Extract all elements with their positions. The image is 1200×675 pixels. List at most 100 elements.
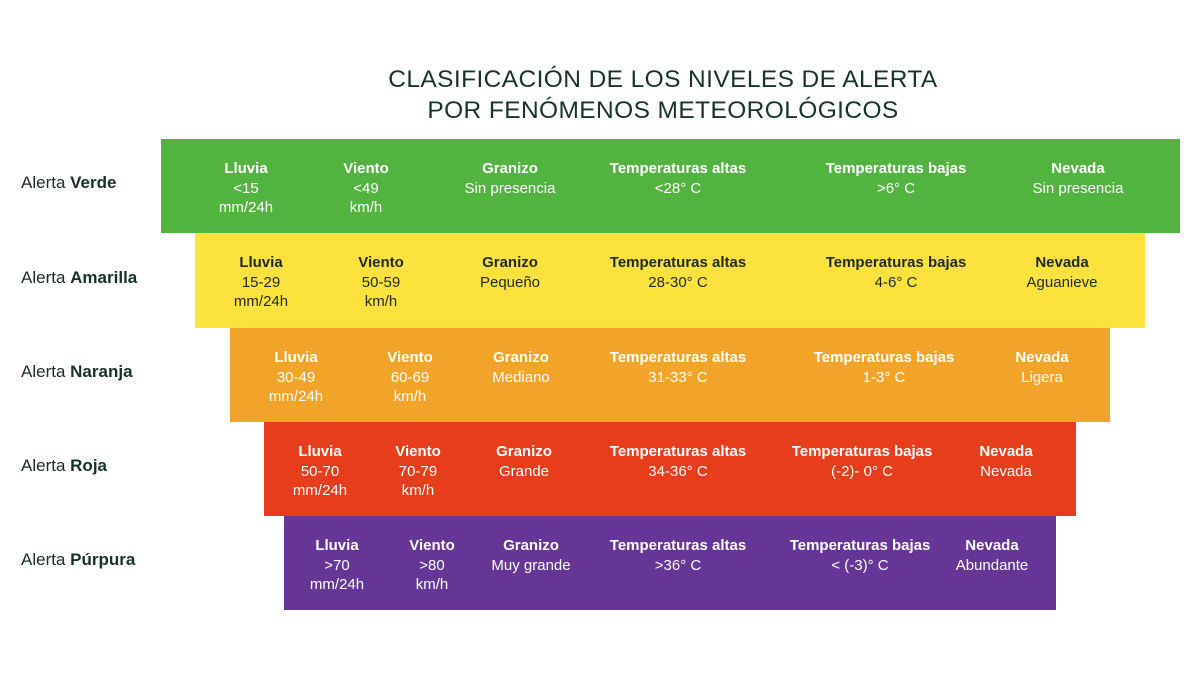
cell-value: >6° C <box>876 179 916 197</box>
cell-heading: Lluvia <box>315 537 359 554</box>
cell-heading: Viento <box>387 349 433 366</box>
granizo-cell: Granizo Sin presencia <box>465 159 556 198</box>
viento-cell: Viento 60-69 km/h <box>387 348 433 407</box>
cell-value: 70-79 <box>398 462 438 480</box>
temp-bajas-cell: Temperaturas bajas < (-3)° C <box>790 536 931 575</box>
cell-heading: Temperaturas altas <box>609 443 747 460</box>
alert-prefix: Alerta <box>21 456 66 475</box>
cell-heading: Nevada <box>1051 160 1105 177</box>
alert-prefix: Alerta <box>21 268 66 287</box>
cell-heading: Granizo <box>482 254 538 271</box>
temp-bajas-cell: Temperaturas bajas 1-3° C <box>814 348 955 387</box>
temp-altas-cell: Temperaturas altas 31-33° C <box>610 348 746 387</box>
lluvia-cell: Lluvia 15-29 mm/24h <box>234 253 288 312</box>
alert-level-name: Naranja <box>70 362 133 381</box>
alert-prefix: Alerta <box>21 550 66 569</box>
cell-value: <28° C <box>654 179 702 197</box>
cell-heading: Temperaturas altas <box>609 349 747 366</box>
granizo-cell: Granizo Grande <box>496 442 552 481</box>
cell-value: <15 <box>233 179 259 197</box>
cell-value: Muy grande <box>491 556 571 574</box>
alert-level-name: Púrpura <box>70 550 136 569</box>
title-line-2: POR FENÓMENOS METEOROLÓGICOS <box>427 97 899 124</box>
cell-value: 34-36° C <box>648 462 708 480</box>
cell-value: >80 <box>419 556 445 574</box>
cell-heading: Temperaturas altas <box>609 537 747 554</box>
cell-value: Grande <box>498 462 550 480</box>
cell-heading: Nevada <box>965 537 1019 554</box>
cell-value: 15-29 <box>241 273 281 291</box>
cell-heading: Nevada <box>1015 349 1069 366</box>
cell-value: Abundante <box>955 556 1029 574</box>
alert-level-name: Roja <box>70 456 107 475</box>
lluvia-cell: Lluvia <15 mm/24h <box>219 159 273 218</box>
cell-value: 50-70 <box>300 462 340 480</box>
cell-heading: Temperaturas altas <box>609 254 747 271</box>
lluvia-cell: Lluvia 50-70 mm/24h <box>293 442 347 501</box>
temp-bajas-cell: Temperaturas bajas >6° C <box>826 159 967 198</box>
viento-cell: Viento 50-59 km/h <box>358 253 404 312</box>
cell-value: mm/24h <box>218 199 274 216</box>
temp-altas-cell: Temperaturas altas <28° C <box>610 159 746 198</box>
cell-heading: Viento <box>395 443 441 460</box>
alert-band: Lluvia >70 mm/24h Viento >80 km/h Granizo Muy g… <box>284 516 1056 610</box>
cell-value: Sin presencia <box>1032 179 1124 197</box>
granizo-cell: Granizo Pequeño <box>480 253 540 292</box>
cell-value: km/h <box>393 388 427 405</box>
alert-level-name: Verde <box>70 173 117 192</box>
cell-value: 31-33° C <box>648 368 708 386</box>
cell-value: mm/24h <box>268 388 324 405</box>
cell-heading: Lluvia <box>274 349 318 366</box>
temp-altas-cell: Temperaturas altas 34-36° C <box>610 442 746 481</box>
alert-band: Lluvia 15-29 mm/24h Viento 50-59 km/h Granizo P… <box>195 233 1145 328</box>
temp-bajas-cell: Temperaturas bajas (-2)- 0° C <box>792 442 933 481</box>
cell-heading: Nevada <box>979 443 1033 460</box>
cell-heading: Temperaturas bajas <box>813 349 955 366</box>
alert-prefix: Alerta <box>21 362 66 381</box>
cell-heading: Granizo <box>503 537 559 554</box>
cell-value: Mediano <box>492 368 550 386</box>
granizo-cell: Granizo Mediano <box>492 348 550 387</box>
cell-heading: Temperaturas bajas <box>789 537 931 554</box>
lluvia-cell: Lluvia >70 mm/24h <box>310 536 364 595</box>
cell-heading: Lluvia <box>224 160 268 177</box>
cell-heading: Granizo <box>482 160 538 177</box>
cell-heading: Lluvia <box>298 443 342 460</box>
cell-heading: Granizo <box>496 443 552 460</box>
page-title: CLASIFICACIÓN DE LOS NIVELES DE ALERTA P… <box>0 64 1200 126</box>
alert-level-label: Alerta Verde <box>21 173 116 193</box>
cell-value: km/h <box>415 576 449 593</box>
alert-band: Lluvia 50-70 mm/24h Viento 70-79 km/h Granizo G… <box>264 422 1076 516</box>
nevada-cell: Nevada Aguanieve <box>1027 253 1098 292</box>
cell-value: mm/24h <box>309 576 365 593</box>
cell-value: 4-6° C <box>874 273 918 291</box>
viento-cell: Viento 70-79 km/h <box>395 442 441 501</box>
title-line-1: CLASIFICACIÓN DE LOS NIVELES DE ALERTA <box>388 66 938 93</box>
cell-heading: Viento <box>343 160 389 177</box>
cell-heading: Viento <box>358 254 404 271</box>
viento-cell: Viento >80 km/h <box>409 536 455 595</box>
cell-value: Nevada <box>980 462 1032 480</box>
cell-value: 30-49 <box>276 368 316 386</box>
cell-value: < (-3)° C <box>831 556 889 574</box>
cell-heading: Temperaturas altas <box>609 160 747 177</box>
cell-heading: Temperaturas bajas <box>791 443 933 460</box>
alert-level-label: Alerta Púrpura <box>21 550 135 570</box>
cell-value: 50-59 <box>361 273 401 291</box>
cell-value: <49 <box>353 179 379 197</box>
temp-bajas-cell: Temperaturas bajas 4-6° C <box>826 253 967 292</box>
viento-cell: Viento <49 km/h <box>343 159 389 218</box>
cell-value: Aguanieve <box>1026 273 1098 291</box>
alert-level-label: Alerta Roja <box>21 456 107 476</box>
temp-altas-cell: Temperaturas altas >36° C <box>610 536 746 575</box>
cell-value: mm/24h <box>292 482 348 499</box>
cell-value: km/h <box>364 293 398 310</box>
alert-band: Lluvia <15 mm/24h Viento <49 km/h Granizo Sin p… <box>161 139 1180 233</box>
nevada-cell: Nevada Sin presencia <box>1033 159 1124 198</box>
cell-heading: Temperaturas bajas <box>825 254 967 271</box>
cell-value: Pequeño <box>479 273 541 291</box>
cell-value: km/h <box>401 482 435 499</box>
cell-value: km/h <box>349 199 383 216</box>
cell-value: Ligera <box>1021 368 1063 386</box>
alert-level-label: Alerta Naranja <box>21 362 133 382</box>
